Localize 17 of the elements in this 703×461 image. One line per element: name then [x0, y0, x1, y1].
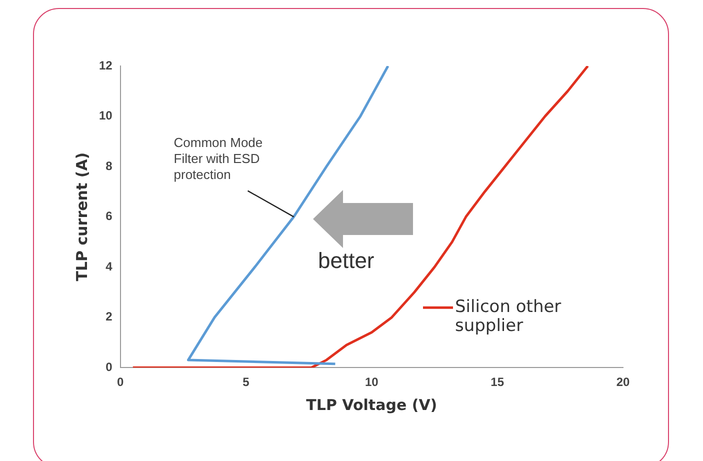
x-tick-label: 0 — [117, 375, 124, 390]
x-axis-title: TLP Voltage (V) — [306, 396, 438, 414]
y-tick-label: 4 — [106, 259, 113, 274]
annotation: Common Mode Filter with ESD protection — [174, 134, 263, 182]
y-tick-label: 0 — [106, 360, 113, 374]
y-tick-label: 2 — [106, 310, 113, 324]
y-tick-label: 8 — [106, 158, 113, 173]
x-tick-label: 5 — [242, 375, 250, 390]
x-tick-label: 10 — [364, 375, 379, 390]
annotation: better — [318, 248, 374, 274]
x-tick-label: 15 — [490, 375, 504, 390]
x-tick-label: 20 — [616, 375, 630, 390]
y-tick-label: 6 — [106, 209, 113, 224]
y-tick-label: 12 — [98, 58, 113, 72]
y-tick-label: 10 — [98, 108, 113, 123]
legend-label: Silicon other supplier — [455, 297, 562, 336]
y-axis-title: TLP current (A) — [72, 152, 91, 282]
